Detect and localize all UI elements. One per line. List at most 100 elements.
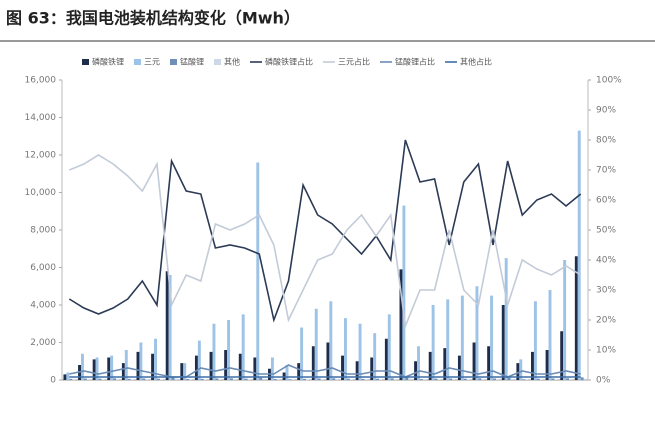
- bar: [69, 379, 72, 380]
- y2-tick-label: 30%: [596, 286, 616, 296]
- bar: [487, 346, 490, 380]
- bar: [248, 379, 251, 380]
- y-tick-label: 2,000: [30, 338, 56, 348]
- bar: [87, 379, 90, 380]
- bar: [452, 379, 455, 380]
- bar: [376, 379, 379, 380]
- bar: [578, 131, 581, 380]
- bar: [508, 378, 511, 380]
- legend-label: 磷酸铁锂占比: [265, 57, 313, 67]
- bar: [318, 379, 321, 381]
- y2-tick-label: 70%: [596, 166, 616, 176]
- bar: [554, 379, 557, 380]
- y-tick-label: 8,000: [30, 226, 56, 236]
- legend-label: 锰酸锂: [180, 57, 204, 67]
- bar: [204, 379, 207, 380]
- bar: [531, 352, 534, 380]
- bar: [464, 379, 467, 380]
- legend-swatch: [82, 59, 89, 65]
- bar: [84, 379, 87, 381]
- bar: [321, 379, 324, 380]
- bar: [125, 350, 128, 380]
- bar: [227, 320, 230, 380]
- bar: [230, 378, 233, 380]
- legend-label: 其他占比: [460, 57, 492, 67]
- bar: [224, 350, 227, 380]
- bar: [584, 379, 587, 380]
- bar: [566, 378, 569, 380]
- bar: [210, 352, 213, 380]
- bar: [306, 379, 309, 380]
- bar: [113, 378, 116, 380]
- bar: [151, 354, 154, 380]
- y-tick-label: 14,000: [25, 113, 57, 123]
- bar: [116, 379, 119, 380]
- bar: [373, 333, 376, 380]
- bar: [239, 354, 242, 380]
- bar: [335, 379, 338, 380]
- bar: [259, 378, 262, 380]
- bar: [157, 379, 160, 380]
- bar: [347, 379, 350, 380]
- bar: [66, 373, 69, 381]
- bar: [137, 352, 140, 380]
- y2-tick-label: 80%: [596, 136, 616, 146]
- bar: [549, 290, 552, 380]
- bar: [420, 379, 423, 380]
- bar: [175, 379, 178, 381]
- bar: [388, 314, 391, 380]
- bar: [435, 379, 438, 380]
- bar: [63, 374, 66, 380]
- legend-label: 其他: [224, 57, 240, 67]
- bar: [481, 379, 484, 380]
- bar: [408, 379, 411, 381]
- bar: [449, 379, 452, 381]
- y-tick-label: 4,000: [30, 301, 56, 311]
- y-tick-label: 0: [50, 376, 56, 386]
- bar: [417, 346, 420, 380]
- bar: [569, 379, 572, 380]
- y2-tick-label: 60%: [596, 196, 616, 206]
- y2-tick-label: 50%: [596, 226, 616, 236]
- bar: [218, 379, 221, 380]
- bar: [391, 378, 394, 380]
- bar: [537, 379, 540, 380]
- legend-swatch: [170, 59, 177, 65]
- bar: [496, 379, 499, 380]
- bar: [326, 343, 329, 381]
- bar: [262, 379, 265, 380]
- bar: [312, 346, 315, 380]
- bar: [300, 328, 303, 381]
- bar: [438, 379, 441, 380]
- y-tick-label: 6,000: [30, 263, 56, 273]
- bar: [505, 258, 508, 380]
- bar: [344, 318, 347, 380]
- bar: [186, 379, 189, 380]
- y-tick-label: 10,000: [25, 188, 57, 198]
- bar: [575, 256, 578, 380]
- bar: [502, 305, 505, 380]
- bar: [131, 379, 134, 380]
- y2-tick-label: 100%: [596, 76, 622, 86]
- y-tick-label: 12,000: [25, 151, 57, 161]
- bar: [429, 352, 432, 380]
- bar: [245, 379, 248, 380]
- bar: [81, 354, 84, 380]
- y-tick-label: 16,000: [25, 76, 57, 86]
- bar: [362, 379, 365, 380]
- bar: [142, 379, 145, 381]
- bar: [475, 286, 478, 380]
- legend-swatch: [214, 59, 221, 65]
- bar: [274, 379, 277, 380]
- bar: [139, 343, 142, 381]
- bar: [288, 379, 291, 380]
- bar: [467, 379, 470, 380]
- bar: [379, 379, 382, 380]
- bar: [145, 379, 148, 380]
- y2-tick-label: 20%: [596, 316, 616, 326]
- bar: [315, 309, 318, 380]
- bar: [394, 379, 397, 380]
- bar: [522, 379, 525, 380]
